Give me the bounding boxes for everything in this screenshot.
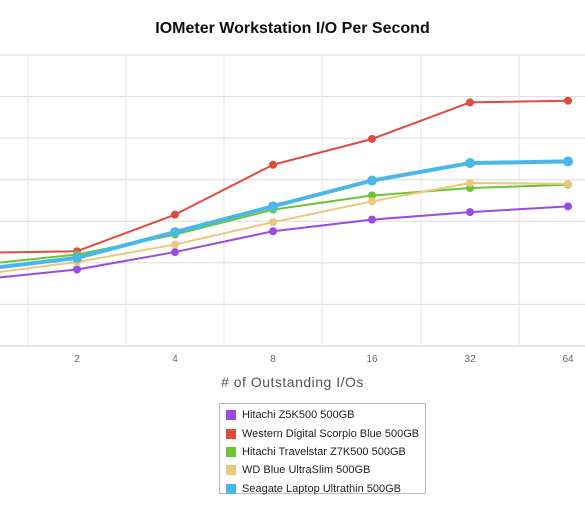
data-point (368, 197, 376, 206)
data-point (368, 134, 376, 143)
legend-swatch (226, 483, 236, 494)
legend-item: Hitachi Travelstar Z7K500 500GB (226, 443, 425, 461)
legend-swatch (226, 428, 236, 439)
data-point (170, 227, 180, 238)
series-2 (0, 96, 572, 256)
x-axis-ticks: 2 4 8 16 32 64 (74, 354, 574, 365)
legend-label: Western Digital Scorpio Blue 500GB (242, 427, 420, 440)
legend-item: WD Blue UltraSlim 500GB (226, 461, 425, 479)
legend-item: Hitachi Z5K500 500GB (226, 406, 425, 424)
data-point (466, 98, 474, 107)
data-point (564, 202, 572, 211)
legend: Hitachi Z5K500 500GB Western Digital Scor… (219, 403, 426, 495)
legend-item: Western Digital Scorpio Blue 500GB (226, 424, 425, 442)
series-line (0, 205, 569, 279)
legend-label: Hitachi Travelstar Z7K500 500GB (242, 445, 406, 458)
series-line (0, 182, 569, 273)
x-tick-label: 8 (270, 354, 276, 365)
data-point (465, 158, 475, 169)
data-point (466, 208, 474, 217)
data-point (171, 210, 179, 219)
legend-label: Seagate Laptop Ultrathin 500GB (242, 482, 402, 495)
grid (0, 54, 585, 347)
chart-title: IOMeter Workstation I/O Per Second (155, 20, 430, 37)
series-5 (0, 156, 573, 270)
data-point (564, 179, 572, 188)
data-point (563, 156, 573, 167)
legend-swatch (226, 410, 236, 421)
legend-label: Hitachi Z5K500 500GB (242, 409, 355, 422)
x-axis-label: # of Outstanding I/Os (221, 374, 364, 390)
legend-swatch (226, 465, 236, 476)
x-tick-label: 16 (366, 354, 378, 365)
data-point (269, 227, 277, 236)
data-point (367, 175, 377, 186)
data-point (564, 96, 572, 105)
x-tick-label: 4 (172, 354, 178, 365)
legend-swatch (226, 446, 236, 457)
legend-label: WD Blue UltraSlim 500GB (242, 464, 371, 477)
data-point (268, 201, 278, 212)
data-point (269, 218, 277, 227)
data-point (368, 215, 376, 224)
data-point (269, 160, 277, 169)
x-tick-label: 64 (562, 354, 574, 365)
data-point (466, 179, 474, 188)
x-tick-label: 32 (464, 354, 476, 365)
data-point (368, 191, 376, 200)
series-line (0, 183, 569, 264)
data-point (171, 240, 179, 249)
series-lines (0, 96, 573, 279)
series-1 (0, 202, 572, 279)
legend-item: Seagate Laptop Ultrathin 500GB (226, 480, 425, 498)
x-tick-label: 2 (74, 354, 80, 365)
data-point (73, 265, 81, 274)
data-point (72, 252, 82, 263)
data-point (171, 248, 179, 257)
